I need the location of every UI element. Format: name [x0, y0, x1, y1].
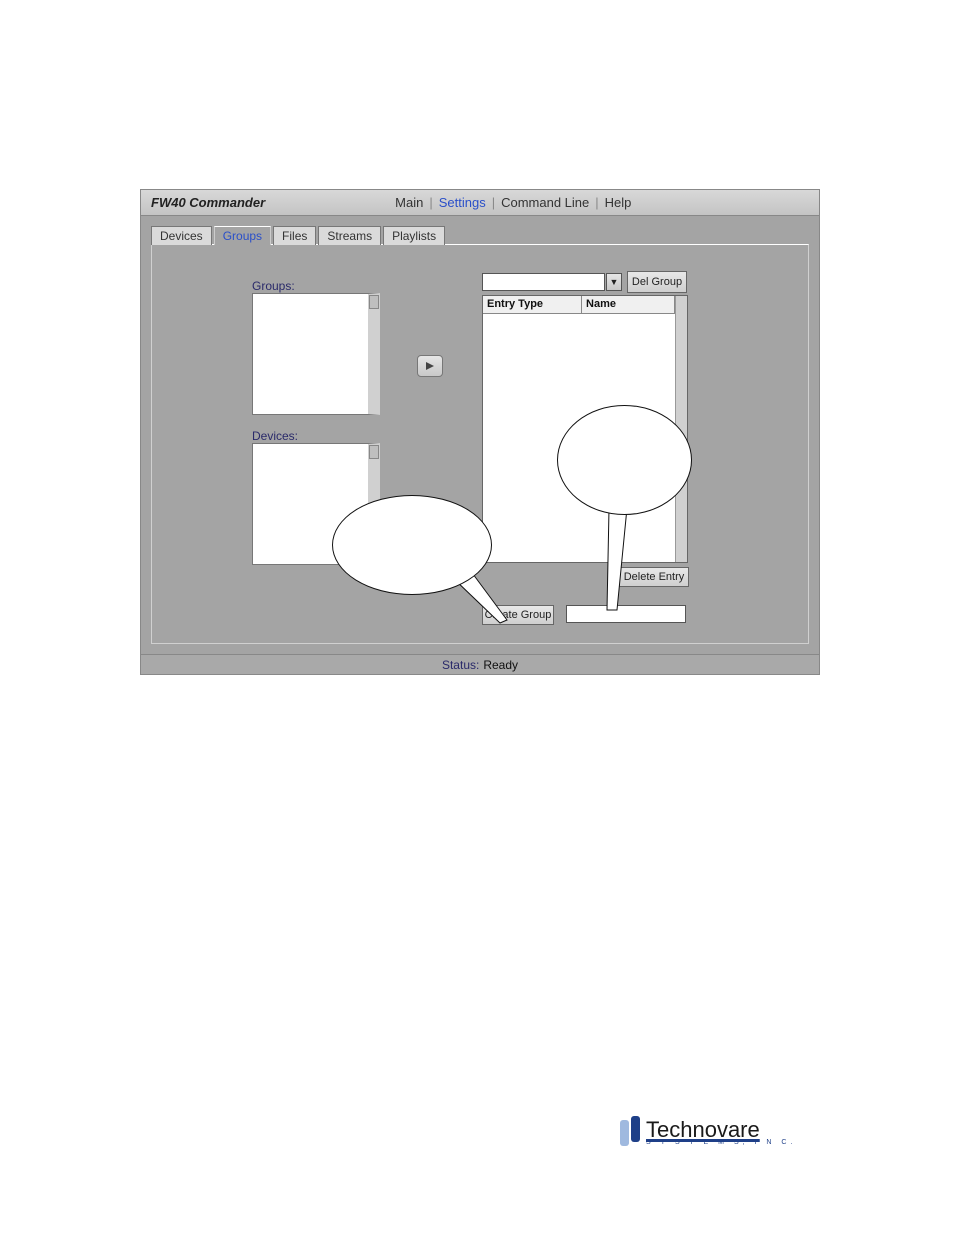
play-icon — [424, 361, 436, 371]
status-value: Ready — [483, 658, 518, 672]
callout-bubble-2 — [557, 405, 692, 515]
th-name: Name — [582, 296, 675, 314]
scrollbar-thumb[interactable] — [369, 445, 379, 459]
logo-text: Technovare S Y S T E M S, I N C. — [646, 1119, 796, 1146]
menu-main[interactable]: Main — [395, 195, 423, 210]
menu-sep: | — [429, 195, 432, 210]
devices-label: Devices: — [252, 429, 298, 443]
scrollbar-thumb[interactable] — [369, 295, 379, 309]
menu-sep: | — [595, 195, 598, 210]
menu-sep: | — [492, 195, 495, 210]
titlebar: FW40 Commander Main | Settings | Command… — [141, 190, 819, 216]
groups-panel: Groups: Devices: ▼ Del Group — [151, 244, 809, 644]
main-menu: Main | Settings | Command Line | Help — [395, 195, 631, 210]
tab-groups[interactable]: Groups — [214, 226, 271, 245]
tab-streams[interactable]: Streams — [318, 226, 381, 245]
logo-mark-icon — [620, 1116, 642, 1148]
status-bar: Status: Ready — [141, 654, 819, 674]
tab-playlists[interactable]: Playlists — [383, 226, 445, 245]
callout-tail-2 — [597, 505, 637, 615]
app-window: FW40 Commander Main | Settings | Command… — [140, 189, 820, 675]
callout-bubble-1 — [332, 495, 492, 595]
tabs-bar: Devices Groups Files Streams Playlists — [151, 226, 809, 245]
workarea: Devices Groups Files Streams Playlists G… — [141, 216, 819, 654]
group-select-input[interactable] — [482, 273, 605, 291]
tab-devices[interactable]: Devices — [151, 226, 212, 245]
app-title: FW40 Commander — [151, 195, 265, 210]
tab-files[interactable]: Files — [273, 226, 316, 245]
page: FW40 Commander Main | Settings | Command… — [0, 0, 954, 1235]
move-right-button[interactable] — [417, 355, 443, 377]
groups-label: Groups: — [252, 279, 295, 293]
logo-main-text: Technovare — [646, 1119, 796, 1141]
del-group-button[interactable]: Del Group — [627, 271, 687, 293]
dropdown-arrow-icon[interactable]: ▼ — [606, 273, 622, 291]
groups-listbox[interactable] — [252, 293, 380, 415]
menu-command-line[interactable]: Command Line — [501, 195, 589, 210]
th-entry-type: Entry Type — [483, 296, 582, 314]
technovare-logo: Technovare S Y S T E M S, I N C. — [620, 1112, 820, 1152]
logo-sub-text: S Y S T E M S, I N C. — [646, 1139, 796, 1146]
menu-help[interactable]: Help — [605, 195, 632, 210]
menu-settings[interactable]: Settings — [439, 195, 486, 210]
status-label: Status: — [442, 658, 479, 672]
